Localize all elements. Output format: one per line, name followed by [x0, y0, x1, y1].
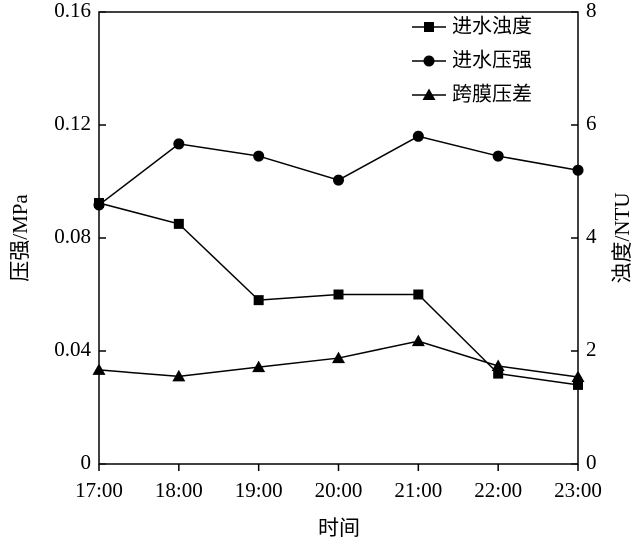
series-line	[98, 135, 579, 206]
x-tick-label: 18:00	[155, 478, 203, 502]
x-tick-label: 21:00	[394, 478, 442, 502]
data-point	[571, 370, 585, 382]
data-point	[253, 295, 264, 306]
y2-tick-label: 8	[586, 0, 597, 22]
y2-tick-label: 6	[586, 111, 597, 135]
data-point	[332, 351, 345, 364]
y2-axis-label: 浊度/NTU	[610, 193, 634, 284]
data-point	[491, 359, 505, 371]
data-point	[93, 199, 105, 211]
x-axis-label: 时间	[318, 516, 360, 540]
y2-tick-label: 2	[586, 337, 597, 361]
data-point	[173, 138, 185, 150]
legend-label: 跨膜压差	[452, 82, 532, 106]
data-point	[413, 289, 424, 300]
legend-marker	[424, 22, 434, 32]
legend-label: 进水压强	[452, 48, 532, 72]
data-point	[333, 289, 344, 300]
data-point	[572, 164, 584, 176]
y-tick-label: 0	[81, 450, 92, 474]
data-point	[492, 150, 504, 162]
y2-tick-label: 0	[586, 450, 597, 474]
data-point	[252, 360, 266, 373]
legend-marker	[422, 88, 436, 100]
y-tick-label: 0.12	[54, 111, 91, 135]
data-point	[411, 334, 425, 347]
data-point	[253, 150, 265, 162]
x-tick-label: 19:00	[235, 478, 283, 502]
data-point	[573, 379, 583, 390]
data-point	[172, 369, 186, 382]
y-axis-label: 压强/MPa	[8, 194, 32, 282]
data-point	[493, 368, 504, 379]
x-tick-label: 22:00	[474, 478, 522, 502]
y-tick-label: 0.04	[54, 337, 91, 361]
legend-marker	[423, 55, 435, 67]
x-tick-label: 20:00	[315, 478, 363, 502]
data-point	[92, 363, 106, 375]
data-point	[412, 130, 424, 142]
y-tick-label: 0.08	[54, 224, 91, 248]
y2-tick-label: 4	[586, 224, 597, 248]
plot-frame	[98, 11, 579, 465]
x-tick-label: 23:00	[554, 478, 602, 502]
y-tick-label: 0.16	[54, 0, 91, 22]
x-tick-label: 17:00	[75, 478, 123, 502]
legend-label: 进水浊度	[452, 14, 532, 38]
data-point	[173, 218, 184, 229]
data-point	[333, 174, 344, 186]
